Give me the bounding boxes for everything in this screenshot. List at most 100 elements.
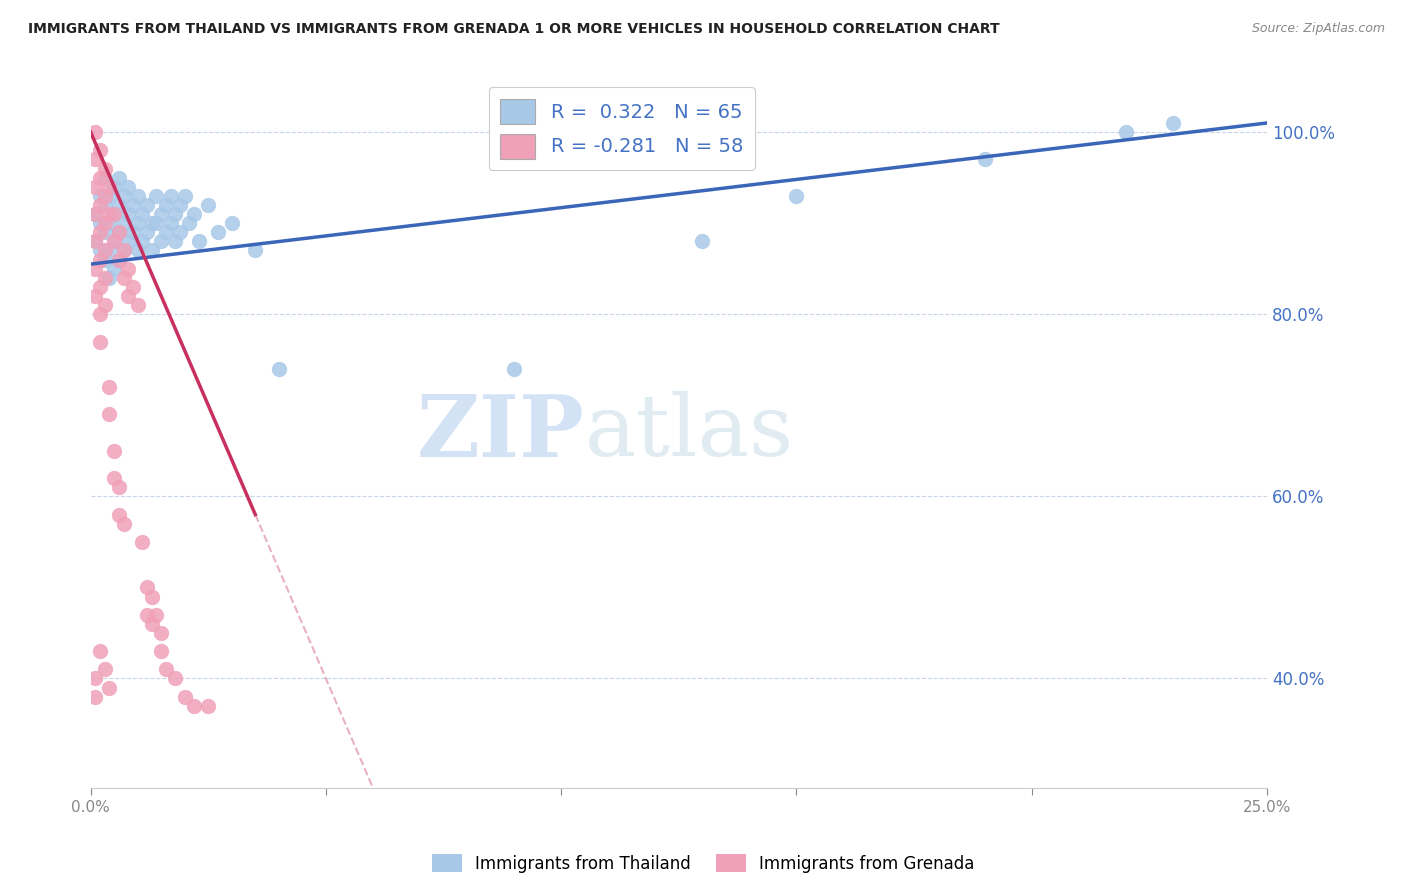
Point	[155, 662, 177, 676]
Point	[89, 225, 111, 239]
Point	[159, 189, 181, 203]
Point	[89, 189, 111, 203]
Point	[93, 252, 115, 267]
Point	[973, 153, 995, 167]
Point	[89, 644, 111, 658]
Point	[1161, 116, 1184, 130]
Point	[103, 179, 125, 194]
Point	[112, 216, 135, 230]
Point	[98, 380, 121, 394]
Point	[165, 207, 187, 221]
Point	[245, 244, 267, 258]
Point	[150, 207, 173, 221]
Legend: Immigrants from Thailand, Immigrants from Grenada: Immigrants from Thailand, Immigrants fro…	[425, 847, 981, 880]
Point	[103, 471, 125, 485]
Point	[89, 244, 111, 258]
Point	[122, 225, 145, 239]
Point	[108, 198, 131, 212]
Legend: R =  0.322   N = 65, R = -0.281   N = 58: R = 0.322 N = 65, R = -0.281 N = 58	[488, 87, 755, 170]
Point	[103, 443, 125, 458]
Point	[117, 207, 139, 221]
Point	[103, 235, 125, 249]
Point	[108, 508, 131, 522]
Point	[690, 235, 713, 249]
Point	[183, 698, 205, 713]
Point	[150, 644, 173, 658]
Point	[197, 198, 219, 212]
Point	[84, 153, 107, 167]
Point	[136, 581, 159, 595]
Point	[93, 662, 115, 676]
Point	[131, 235, 153, 249]
Point	[112, 516, 135, 531]
Point	[141, 616, 163, 631]
Point	[503, 362, 526, 376]
Point	[159, 216, 181, 230]
Point	[93, 298, 115, 312]
Point	[89, 252, 111, 267]
Point	[98, 179, 121, 194]
Point	[84, 690, 107, 704]
Text: IMMIGRANTS FROM THAILAND VS IMMIGRANTS FROM GRENADA 1 OR MORE VEHICLES IN HOUSEH: IMMIGRANTS FROM THAILAND VS IMMIGRANTS F…	[28, 22, 1000, 37]
Point	[112, 244, 135, 258]
Point	[136, 607, 159, 622]
Point	[84, 235, 107, 249]
Point	[89, 216, 111, 230]
Point	[98, 681, 121, 695]
Point	[187, 235, 209, 249]
Point	[93, 161, 115, 176]
Text: ZIP: ZIP	[418, 391, 585, 475]
Text: atlas: atlas	[585, 391, 794, 475]
Point	[84, 125, 107, 139]
Point	[93, 189, 115, 203]
Point	[1115, 125, 1137, 139]
Point	[150, 626, 173, 640]
Point	[84, 207, 107, 221]
Point	[108, 225, 131, 239]
Point	[207, 225, 229, 239]
Point	[141, 590, 163, 604]
Point	[122, 280, 145, 294]
Point	[108, 170, 131, 185]
Point	[112, 244, 135, 258]
Point	[112, 270, 135, 285]
Point	[173, 690, 195, 704]
Point	[183, 207, 205, 221]
Point	[84, 179, 107, 194]
Point	[197, 698, 219, 713]
Point	[108, 252, 131, 267]
Point	[155, 198, 177, 212]
Point	[169, 198, 191, 212]
Point	[141, 216, 163, 230]
Point	[89, 198, 111, 212]
Point	[117, 235, 139, 249]
Point	[89, 143, 111, 157]
Point	[122, 198, 145, 212]
Point	[267, 362, 290, 376]
Point	[108, 225, 131, 239]
Point	[93, 216, 115, 230]
Point	[98, 408, 121, 422]
Point	[93, 170, 115, 185]
Point	[127, 189, 149, 203]
Point	[89, 334, 111, 349]
Point	[108, 480, 131, 494]
Point	[145, 216, 167, 230]
Point	[165, 672, 187, 686]
Point	[131, 207, 153, 221]
Point	[155, 225, 177, 239]
Point	[103, 207, 125, 221]
Point	[84, 289, 107, 303]
Point	[98, 270, 121, 285]
Point	[785, 189, 807, 203]
Point	[141, 244, 163, 258]
Point	[221, 216, 243, 230]
Point	[145, 189, 167, 203]
Point	[89, 307, 111, 321]
Point	[117, 179, 139, 194]
Point	[84, 672, 107, 686]
Point	[117, 289, 139, 303]
Point	[103, 261, 125, 276]
Point	[117, 261, 139, 276]
Point	[145, 607, 167, 622]
